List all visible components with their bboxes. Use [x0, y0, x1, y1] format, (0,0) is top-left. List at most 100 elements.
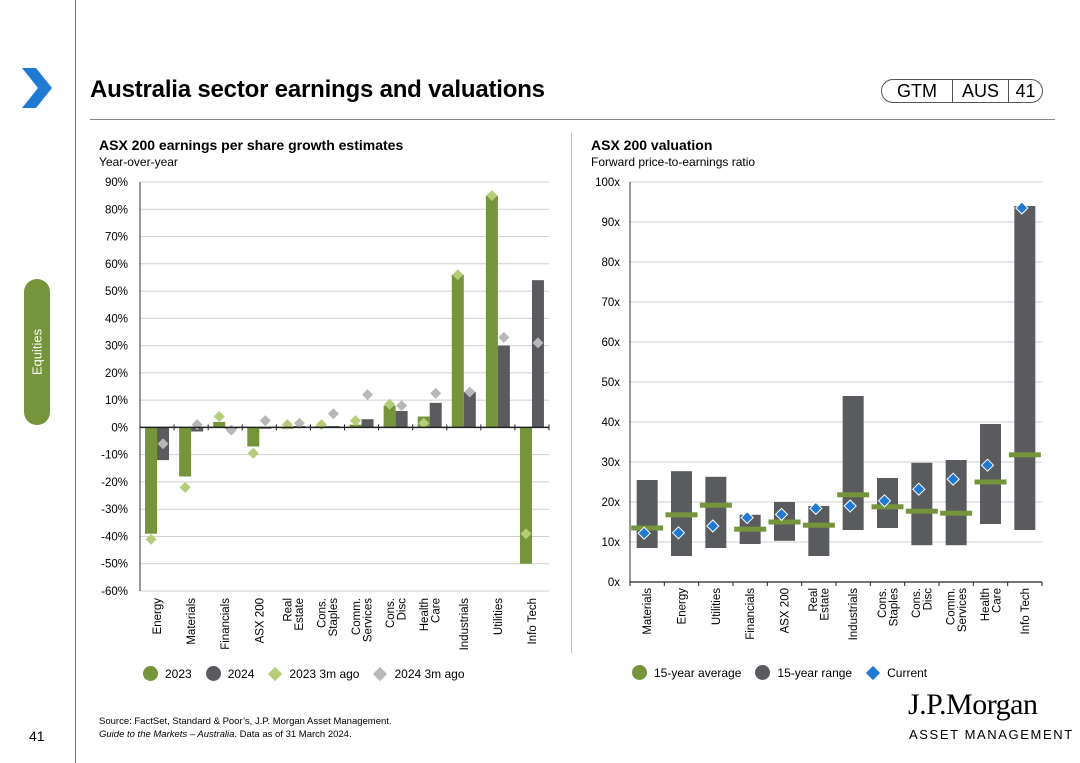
source-publication: Guide to the Markets – Australia: [99, 729, 235, 740]
legend-label: Current: [887, 665, 928, 680]
category-label-line: Estate: [294, 598, 306, 631]
current-marker-financials: [740, 510, 754, 525]
x-label-industrials: Industrials: [459, 598, 471, 651]
x-label-health-care: Health Care: [980, 588, 1004, 621]
category-label-line: Energy: [677, 588, 689, 625]
marker-2023-3m-ago-info-tech: [520, 528, 532, 540]
bar-2024-info-tech: [531, 280, 544, 428]
bar-2023-cons-disc: [383, 405, 396, 428]
y-tick-label: 70x: [601, 297, 620, 309]
category-label-line: Industrials: [459, 598, 471, 651]
category-label-line: Info Tech: [527, 598, 539, 644]
badge-gtm: GTM: [882, 80, 953, 102]
category-label-line: Utilities: [493, 598, 505, 635]
marker-2023-3m-ago-industrials: [452, 269, 464, 281]
category-label-line: Info Tech: [1020, 588, 1032, 634]
average-marker-info-tech: [1008, 452, 1041, 458]
range-bar-cons-disc: [911, 462, 933, 546]
circle-swatch-icon: [755, 665, 771, 680]
category-label-line: Energy: [152, 598, 164, 635]
x-label-industrials: Industrials: [848, 588, 860, 641]
marker-2023-3m-ago-materials: [179, 481, 191, 493]
legend-label: 15-year range: [777, 665, 853, 680]
current-marker-cons-disc: [912, 482, 926, 496]
y-tick-label: 50x: [601, 377, 620, 389]
bar-2023-info-tech: [519, 427, 532, 564]
x-label-cons-disc: Cons. Disc: [385, 598, 409, 628]
x-label-real-estate: Real Estate: [283, 598, 307, 631]
bar-2024-industrials: [463, 391, 476, 428]
x-label-health-care: Health Care: [419, 598, 443, 631]
current-marker-cons-staples: [877, 494, 892, 508]
category-label-line: Materials: [642, 588, 654, 635]
current-marker-real-estate: [809, 501, 823, 516]
range-bar-industrials: [842, 396, 864, 530]
marker-2024-3m-ago-energy: [157, 438, 169, 450]
x-label-info-tech: Info Tech: [1020, 588, 1032, 634]
legend-item-2023: 2023: [143, 666, 192, 681]
category-label-line: Comm.: [945, 588, 957, 625]
category-label-line: Cons.: [317, 598, 329, 628]
x-label-real-estate: Real Estate: [808, 588, 832, 621]
range-bar-utilities: [705, 476, 727, 548]
marker-2023-3m-ago-cons-disc: [384, 398, 396, 410]
y-tick-label: -30%: [101, 504, 128, 516]
category-label-line: Services: [362, 598, 374, 642]
category-label-line: Financials: [220, 598, 232, 650]
range-bar-real-estate: [808, 506, 830, 556]
y-tick-label: 10%: [105, 395, 128, 407]
average-marker-energy: [665, 512, 698, 518]
current-marker-health-care: [980, 458, 995, 472]
chart-divider: [571, 133, 572, 653]
range-bar-health-care: [980, 424, 1001, 524]
category-label-line: Utilities: [711, 588, 723, 625]
y-tick-label: -60%: [101, 586, 128, 598]
x-label-asx-200: ASX 200: [780, 588, 792, 633]
diamond-swatch-icon: [866, 665, 881, 680]
category-label-line: Comm.: [351, 598, 363, 635]
range-bar-comm-services: [945, 460, 967, 546]
right-chart-legend: 15-year average 15-year range Current: [632, 665, 941, 680]
bar-2024-health-care: [429, 402, 442, 428]
category-label-line: Services: [957, 588, 969, 632]
circle-swatch-icon: [632, 665, 647, 680]
bar-2024-comm-services: [361, 419, 374, 428]
category-label-line: Cons.: [911, 588, 923, 618]
y-tick-label: 80x: [601, 257, 620, 269]
y-tick-label: 30%: [105, 341, 128, 353]
category-label-line: ASX 200: [254, 598, 266, 643]
bar-2023-energy: [145, 427, 158, 534]
marker-2023-3m-ago-asx-200: [247, 447, 259, 459]
category-label-line: Financials: [745, 588, 757, 640]
marker-2024-3m-ago-cons-staples: [327, 408, 339, 420]
x-label-cons-staples: Cons. Staples: [877, 588, 901, 627]
x-label-materials: Materials: [642, 588, 654, 635]
left-rule: [75, 0, 76, 763]
category-label-line: Health: [419, 598, 431, 631]
y-tick-label: 0x: [608, 577, 620, 589]
right-chart-title: ASX 200 valuation: [591, 137, 713, 153]
x-label-cons-staples: Cons. Staples: [317, 598, 341, 637]
range-bar-materials: [636, 480, 658, 548]
marker-2024-3m-ago-asx-200: [259, 415, 271, 427]
bar-2023-financials: [213, 421, 226, 428]
y-tick-label: 90x: [601, 217, 620, 229]
bar-2023-asx-200: [247, 427, 260, 447]
chevron-right-icon: [22, 68, 52, 108]
category-label-line: Cons.: [385, 598, 397, 628]
average-marker-cons-disc: [905, 508, 938, 514]
x-label-financials: Financials: [220, 598, 232, 650]
category-label-line: Health: [980, 588, 992, 621]
legend-label: 2024 3m ago: [394, 666, 465, 681]
legend-label: 15-year average: [654, 665, 742, 680]
average-marker-utilities: [699, 502, 732, 508]
equities-section-tab[interactable]: [24, 279, 50, 425]
x-label-cons-disc: Cons. Disc: [911, 588, 935, 618]
average-marker-comm-services: [940, 510, 973, 516]
gtm-badge: GTM AUS 41: [881, 79, 1043, 103]
legend-item-2024-3m-ago: 2024 3m ago: [373, 666, 465, 681]
category-label-line: ASX 200: [780, 588, 792, 633]
source-date: . Data as of 31 March 2024.: [234, 729, 352, 740]
badge-page: 41: [1015, 80, 1036, 101]
category-label-line: Staples: [888, 588, 900, 627]
